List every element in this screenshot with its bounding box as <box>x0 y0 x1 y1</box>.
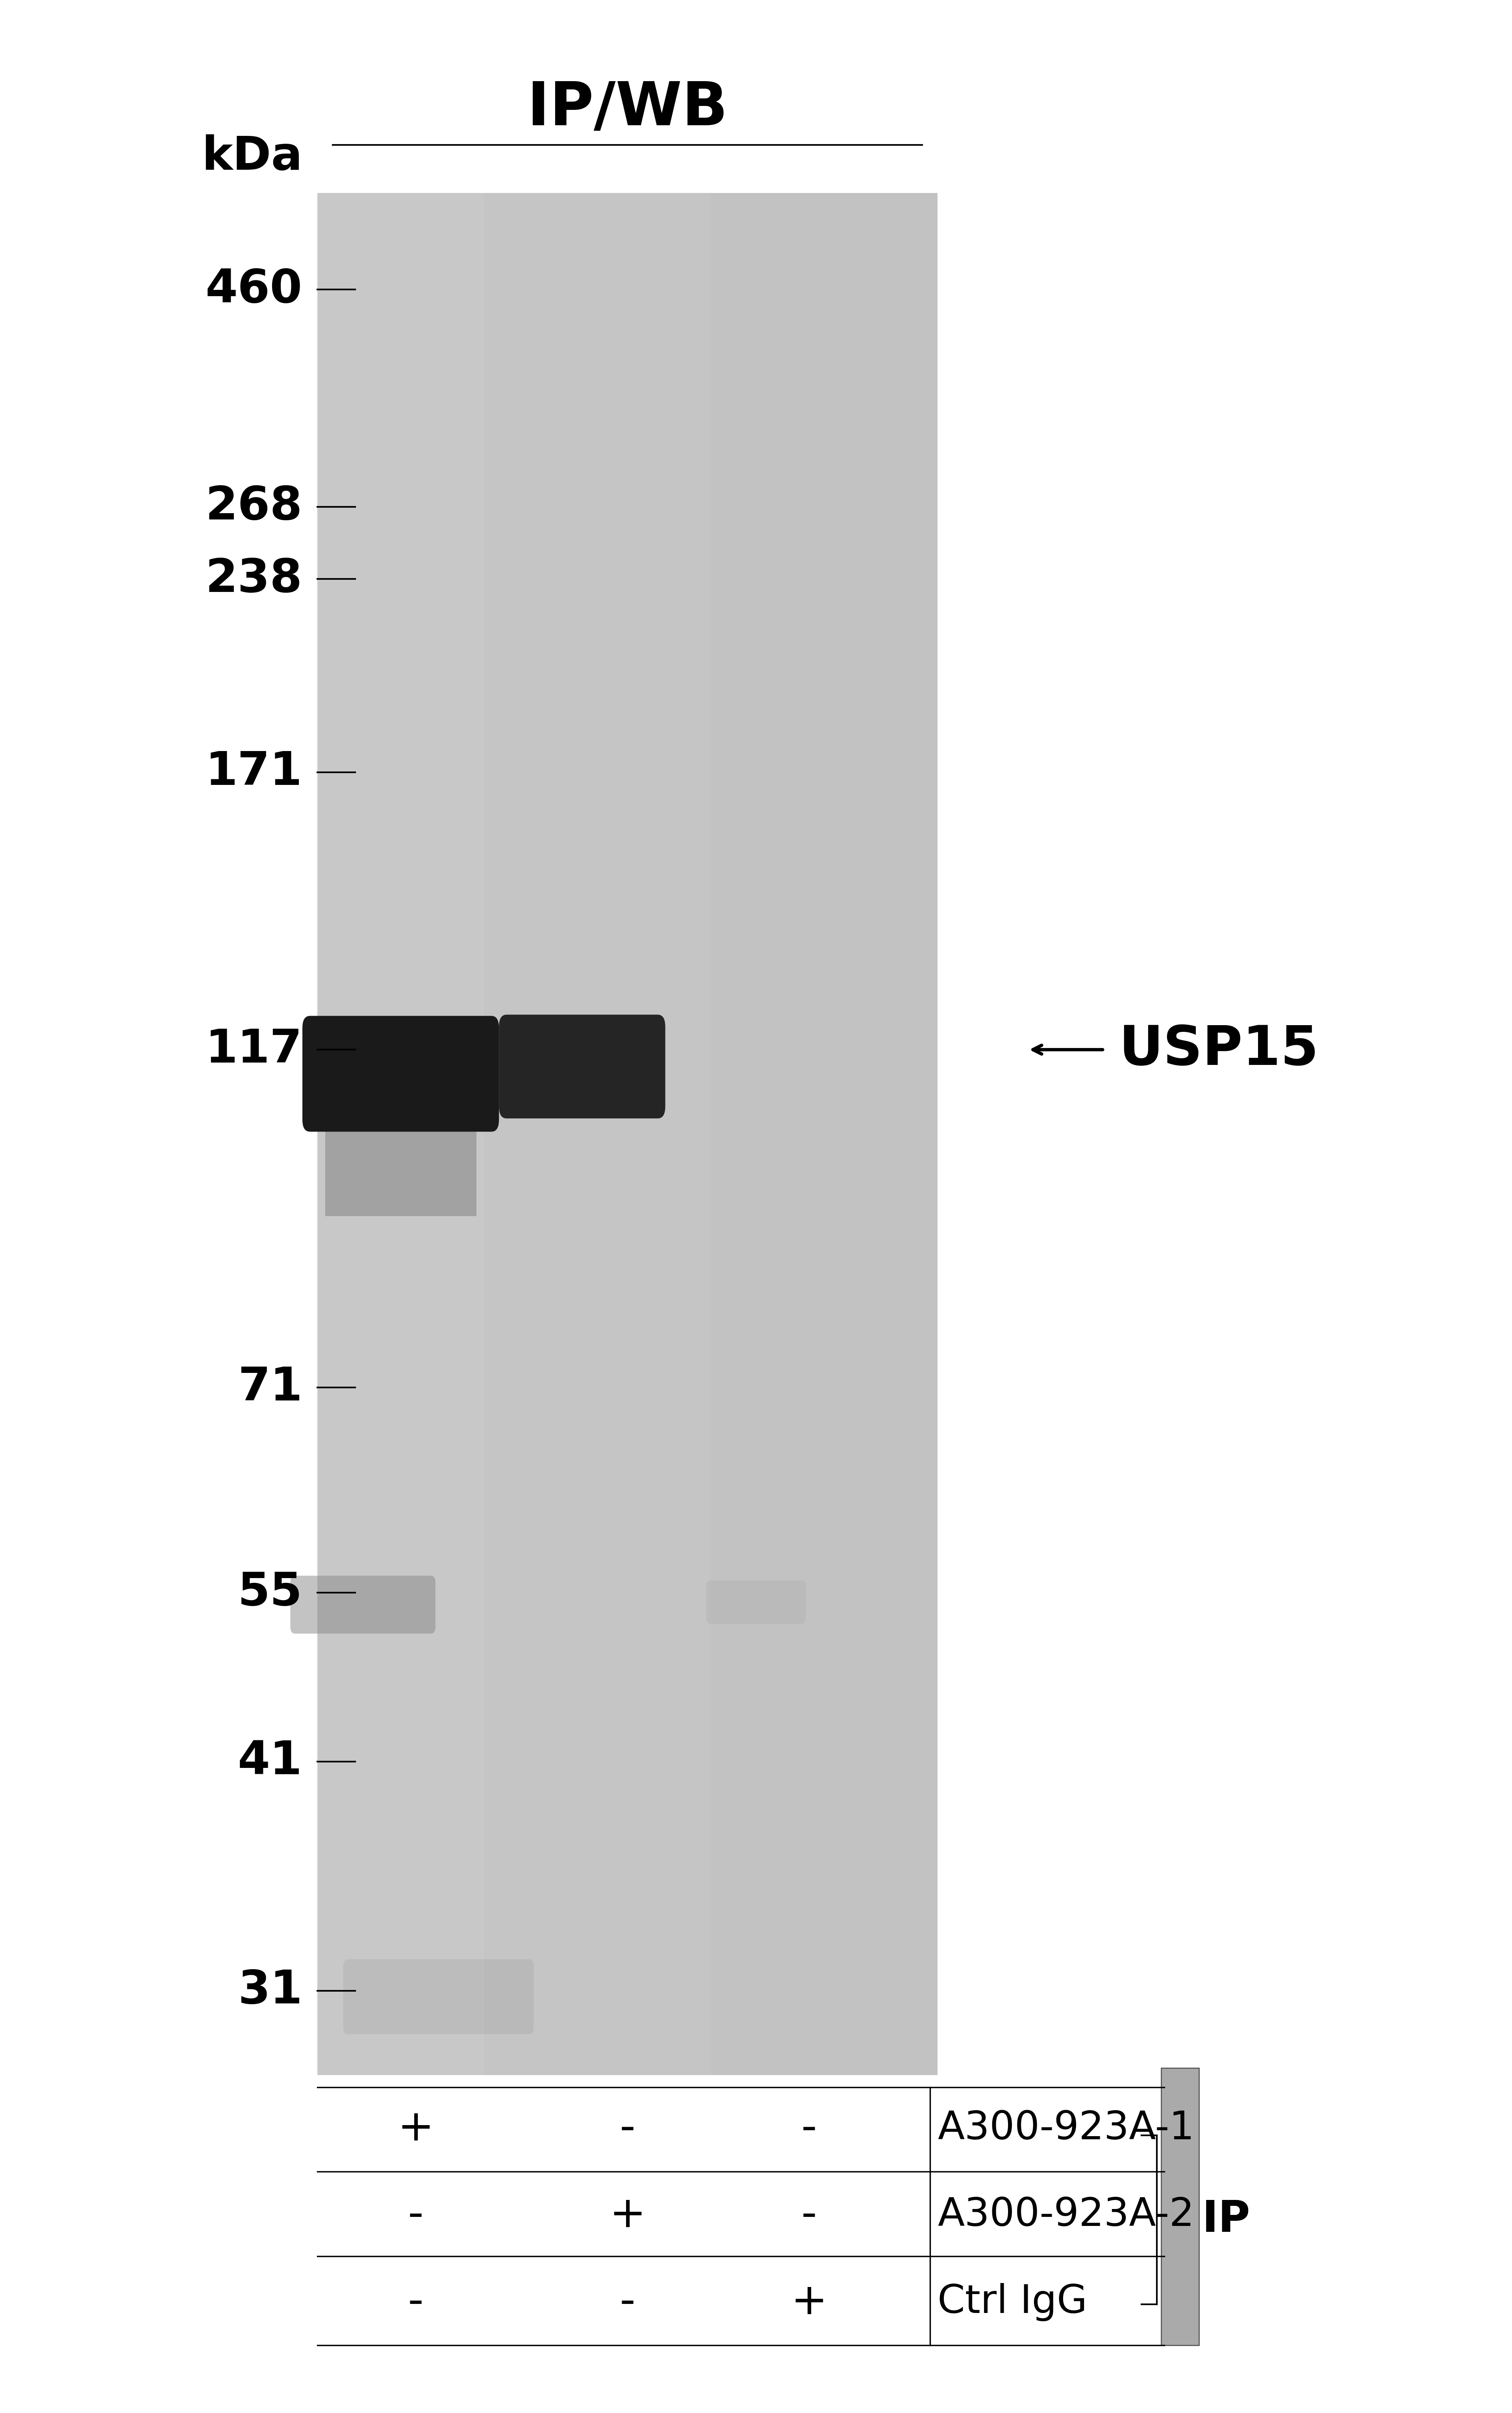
FancyBboxPatch shape <box>290 1576 435 1634</box>
Text: -: - <box>620 2107 635 2150</box>
Text: 31: 31 <box>237 1969 302 2012</box>
Text: -: - <box>408 2193 423 2237</box>
Bar <box>325 205 930 2063</box>
Bar <box>1161 2068 1199 2345</box>
Text: A300-923A-1: A300-923A-1 <box>937 2109 1194 2148</box>
Bar <box>318 193 484 2075</box>
Text: USP15: USP15 <box>1119 1023 1318 1076</box>
Text: 171: 171 <box>206 750 302 794</box>
Text: IP/WB: IP/WB <box>528 80 727 138</box>
Text: 460: 460 <box>206 268 302 311</box>
Text: +: + <box>609 2193 646 2237</box>
FancyBboxPatch shape <box>499 1013 665 1120</box>
Text: 71: 71 <box>237 1366 302 1409</box>
Text: kDa: kDa <box>201 135 302 179</box>
Bar <box>325 1120 476 1216</box>
FancyBboxPatch shape <box>706 1581 806 1624</box>
Text: 41: 41 <box>237 1740 302 1783</box>
Text: 268: 268 <box>206 485 302 528</box>
Bar <box>318 193 937 2075</box>
Text: -: - <box>620 2280 635 2324</box>
Text: +: + <box>398 2107 434 2150</box>
Text: 55: 55 <box>237 1571 302 1614</box>
Text: Ctrl IgG: Ctrl IgG <box>937 2283 1087 2321</box>
Text: -: - <box>801 2193 816 2237</box>
FancyBboxPatch shape <box>302 1016 499 1132</box>
Text: A300-923A-2: A300-923A-2 <box>937 2196 1194 2234</box>
FancyBboxPatch shape <box>343 1959 534 2034</box>
Bar <box>711 193 937 2075</box>
Text: 117: 117 <box>206 1028 302 1071</box>
Text: 238: 238 <box>206 557 302 601</box>
Text: -: - <box>801 2107 816 2150</box>
Text: +: + <box>791 2280 827 2324</box>
Text: IP: IP <box>1202 2198 1250 2242</box>
Bar <box>484 193 711 2075</box>
Text: -: - <box>408 2280 423 2324</box>
